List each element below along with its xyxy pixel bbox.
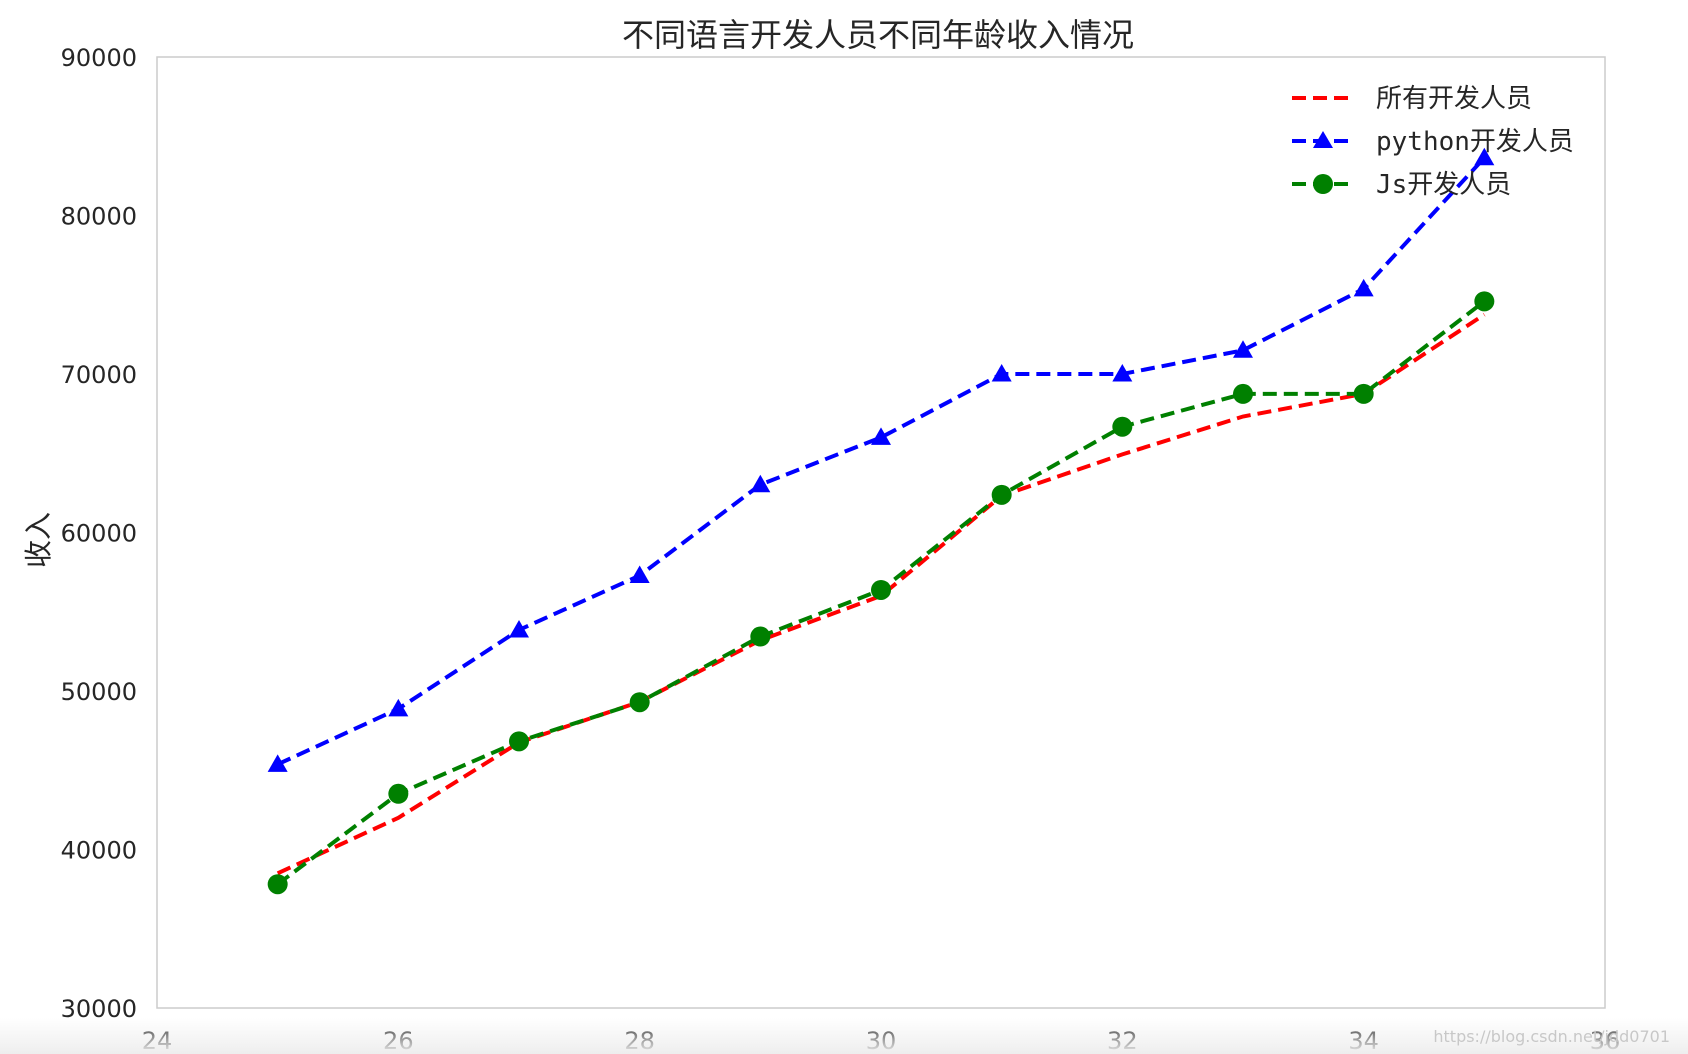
data-point: [388, 698, 409, 717]
legend: 所有开发人员 python开发人员 Js开发人员: [1292, 84, 1574, 200]
data-point: [991, 484, 1012, 505]
data-point: [1112, 416, 1133, 437]
series-line: [276, 312, 1486, 876]
data-point: [267, 754, 288, 772]
legend-item: Js开发人员: [1292, 170, 1511, 200]
data-point: [871, 427, 891, 445]
legend-label: python开发人员: [1376, 127, 1574, 157]
data-point: [1474, 147, 1495, 166]
series-line: [276, 156, 1486, 767]
y-tick-label: 80000: [61, 203, 137, 231]
data-point: [1474, 291, 1495, 312]
y-tick-label: 90000: [61, 44, 137, 72]
series-layer: [267, 147, 1495, 895]
watermark: https://blog.csdn.net/jdd0701: [1433, 1027, 1670, 1046]
legend-item: 所有开发人员: [1292, 84, 1532, 114]
data-point: [388, 783, 409, 804]
y-tick-label: 40000: [61, 837, 137, 865]
y-tick-label: 60000: [61, 520, 137, 548]
data-point: [1112, 364, 1133, 382]
series-3: [267, 291, 1495, 895]
data-point: [629, 692, 650, 713]
bottom-bar: [0, 1018, 1688, 1054]
legend-marker: [1313, 131, 1333, 148]
data-point: [991, 363, 1012, 382]
data-point: [871, 579, 891, 600]
data-point: [1353, 383, 1374, 404]
data-point: [509, 731, 529, 752]
data-point: [629, 565, 650, 584]
legend-label: 所有开发人员: [1376, 84, 1532, 114]
data-point: [750, 474, 771, 493]
legend-item: python开发人员: [1292, 127, 1574, 157]
legend-label: Js开发人员: [1376, 170, 1511, 200]
series-2: [267, 147, 1495, 772]
data-point: [509, 619, 529, 638]
y-tick-label: 70000: [61, 361, 137, 389]
data-point: [267, 874, 288, 895]
y-axis-label: 收入: [22, 512, 55, 568]
data-point: [1233, 383, 1253, 404]
y-tick-label: 50000: [61, 678, 137, 706]
legend-marker: [1313, 174, 1333, 194]
data-point: [1353, 278, 1374, 297]
series-1: [276, 312, 1486, 876]
plot-area: [156, 56, 1606, 1009]
chart-title: 不同语言开发人员不同年龄收入情况: [622, 16, 1134, 54]
data-point: [1233, 340, 1253, 358]
plot-frame: [156, 56, 1606, 1009]
data-point: [750, 626, 771, 647]
